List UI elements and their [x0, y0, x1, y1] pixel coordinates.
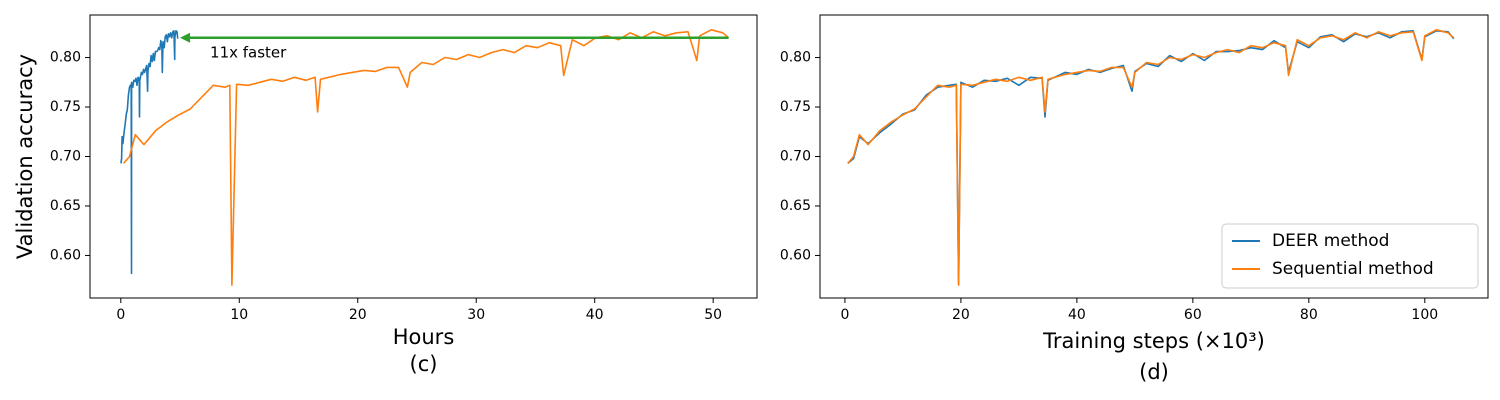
series-line [847, 29, 1455, 286]
plot-frame [819, 14, 1489, 299]
series-line [120, 30, 179, 275]
y-tick-label: 0.60 [780, 247, 811, 263]
x-tick-label: 20 [349, 307, 367, 323]
y-tick-label: 0.65 [50, 198, 81, 214]
x-tick-label: 40 [1068, 307, 1086, 323]
series-line [122, 29, 730, 286]
x-tick-label: 80 [1300, 307, 1318, 323]
x-tick-label: 20 [952, 307, 970, 323]
arrow-head [180, 32, 191, 43]
x-tick-label: 0 [116, 307, 125, 323]
x-tick-label: 10 [230, 307, 248, 323]
caption: (d) [1139, 360, 1169, 384]
x-tick-label: 60 [1184, 307, 1202, 323]
legend-label: DEER method [1272, 231, 1389, 251]
legend-label: Sequential method [1272, 259, 1434, 279]
y-tick-label: 0.80 [780, 50, 811, 66]
y-tick-label: 0.60 [50, 247, 81, 263]
y-tick-label: 0.75 [50, 99, 81, 115]
x-tick-label: 30 [467, 307, 485, 323]
x-axis-label: Training steps (×10³) [1042, 329, 1265, 353]
x-axis-label: Hours [393, 325, 455, 349]
legend-box [1221, 223, 1479, 289]
x-tick-label: 100 [1411, 307, 1438, 323]
annotation-text: 11x faster [210, 43, 287, 61]
x-tick-label: 0 [840, 307, 849, 323]
caption: (c) [410, 352, 438, 376]
y-tick-label: 0.70 [780, 149, 811, 165]
x-tick-label: 50 [704, 307, 722, 323]
y-tick-label: 0.70 [50, 149, 81, 165]
y-axis-label: Validation accuracy [13, 54, 37, 259]
plot-frame [89, 14, 758, 299]
y-tick-label: 0.75 [780, 99, 811, 115]
y-tick-label: 0.80 [50, 50, 81, 66]
y-tick-label: 0.65 [780, 198, 811, 214]
x-tick-label: 40 [586, 307, 604, 323]
